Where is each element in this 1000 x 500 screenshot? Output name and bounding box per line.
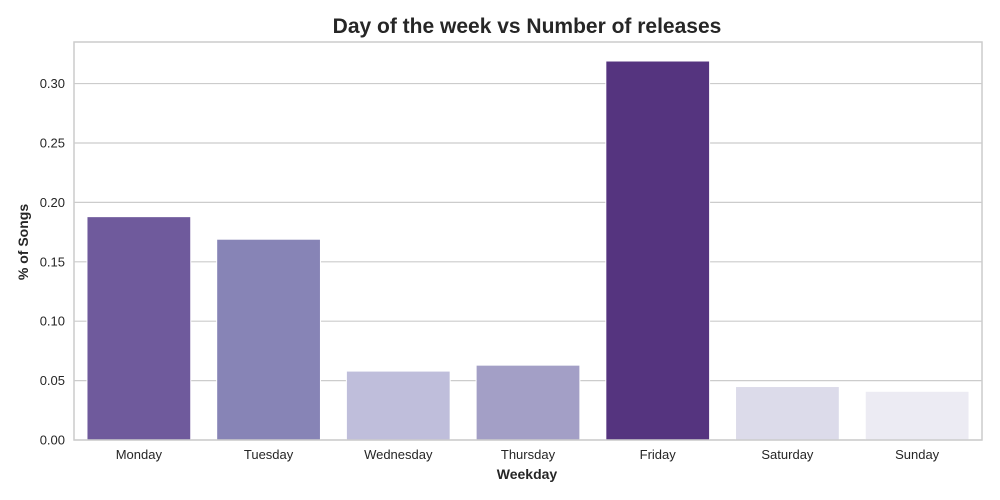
x-tick-label: Monday <box>116 447 163 462</box>
y-ticks: 0.00 0.05 0.10 0.15 0.20 0.25 0.30 <box>40 76 65 447</box>
y-tick-label: 0.30 <box>40 76 65 91</box>
y-tick-label: 0.00 <box>40 433 65 448</box>
bar-saturday <box>735 386 840 441</box>
x-tick-label: Tuesday <box>244 447 294 462</box>
bars <box>86 60 970 441</box>
y-tick-label: 0.25 <box>40 135 65 150</box>
bar-sunday <box>864 390 970 441</box>
x-tick-label: Friday <box>640 447 677 462</box>
plot-frame <box>73 41 983 441</box>
x-tick-label: Saturday <box>761 447 814 462</box>
y-tick-label: 0.05 <box>40 373 65 388</box>
x-axis-label: Weekday <box>497 466 558 482</box>
bar-tuesday <box>216 238 321 441</box>
x-ticks: Monday Tuesday Wednesday Thursday Friday Satu… <box>116 447 940 462</box>
x-tick-label: Sunday <box>895 447 940 462</box>
y-tick-label: 0.20 <box>40 195 65 210</box>
bar-wednesday <box>345 370 451 441</box>
chart-title: Day of the week vs Number of releases <box>333 15 722 38</box>
bar-friday <box>605 60 711 441</box>
x-tick-label: Wednesday <box>364 447 433 462</box>
x-tick-label: Thursday <box>501 447 556 462</box>
bar-thursday <box>475 364 581 441</box>
y-axis-label: % of Songs <box>15 204 31 280</box>
y-tick-label: 0.10 <box>40 314 65 329</box>
bar-monday <box>86 216 192 441</box>
y-tick-label: 0.15 <box>40 254 65 269</box>
